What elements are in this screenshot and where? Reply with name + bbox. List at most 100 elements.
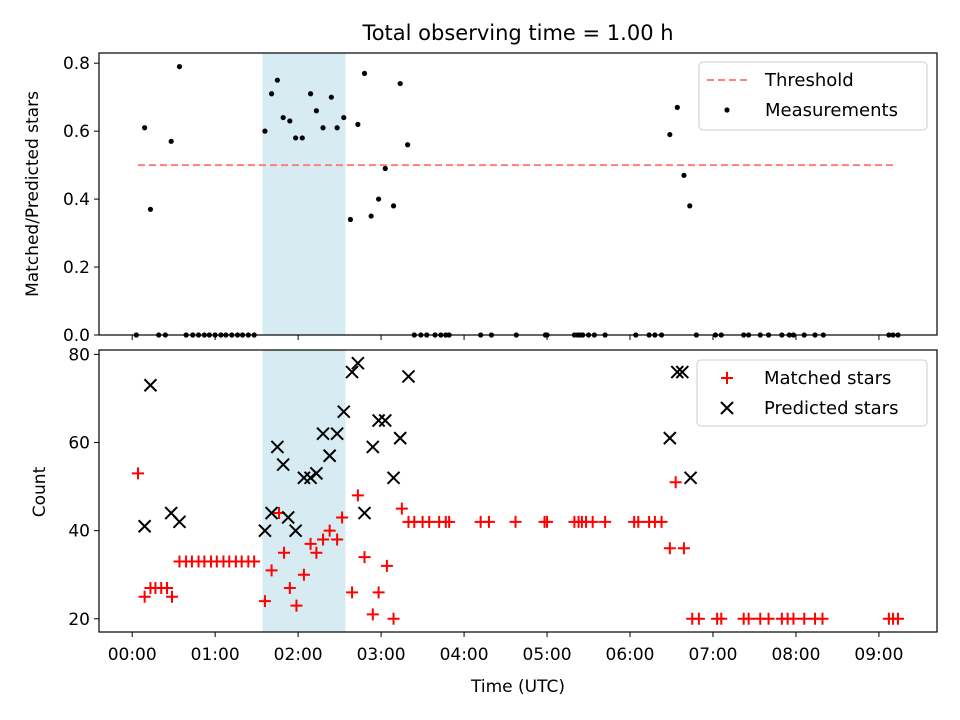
x-tick-label: 07:00 bbox=[688, 645, 737, 665]
matched-star-marker bbox=[138, 590, 151, 603]
ratio-legend: Threshold Measurements bbox=[698, 61, 928, 131]
predicted-star-marker bbox=[172, 515, 187, 529]
matched-star-marker bbox=[283, 581, 296, 594]
predicted-stars-points bbox=[137, 356, 698, 538]
matched-star-marker bbox=[323, 524, 336, 537]
measurement-point bbox=[147, 206, 154, 212]
predicted-star-marker bbox=[401, 369, 416, 384]
time-x-ticks: 00:00 01:00 02:00 03:00 04:00 05:00 06:00 07:00… bbox=[108, 632, 903, 665]
matched-star-marker bbox=[336, 511, 349, 524]
matched-star-marker bbox=[742, 612, 755, 625]
measurement-point bbox=[293, 135, 299, 141]
matched-star-marker bbox=[892, 612, 905, 625]
predicted-star-marker bbox=[276, 457, 290, 472]
measurement-point bbox=[361, 70, 368, 76]
predicted-star-marker bbox=[330, 427, 344, 441]
matched-star-marker bbox=[310, 546, 323, 559]
matched-star-marker bbox=[346, 586, 359, 599]
matched-star-marker bbox=[258, 595, 271, 608]
predicted-star-marker bbox=[143, 378, 158, 392]
legend-matched-label: Matched stars bbox=[764, 368, 891, 389]
predicted-star-marker bbox=[683, 471, 698, 485]
y-tick-label: 40 bbox=[68, 522, 90, 542]
predicted-star-marker bbox=[345, 365, 359, 379]
predicted-star-marker bbox=[366, 440, 380, 454]
matched-star-marker bbox=[655, 515, 668, 528]
highlight-span bbox=[262, 350, 346, 632]
predicted-star-marker bbox=[393, 431, 407, 445]
matched-star-marker bbox=[632, 515, 645, 528]
legend-measurements-label: Measurements bbox=[765, 100, 898, 121]
x-tick-label: 04:00 bbox=[440, 645, 489, 665]
matched-star-marker bbox=[358, 551, 371, 564]
x-tick-label: 06:00 bbox=[606, 645, 655, 665]
legend-threshold-label: Threshold bbox=[764, 70, 854, 91]
matched-star-marker bbox=[692, 612, 705, 625]
predicted-star-marker bbox=[270, 440, 285, 454]
matched-star-marker bbox=[715, 612, 728, 625]
matched-star-marker bbox=[317, 533, 330, 546]
matched-star-marker bbox=[762, 612, 775, 625]
legend-box bbox=[696, 359, 928, 427]
legend-measurements-swatch bbox=[724, 107, 730, 113]
matched-star-marker bbox=[599, 515, 612, 528]
matched-star-marker bbox=[509, 515, 522, 528]
y-tick-label: 0.6 bbox=[63, 122, 90, 142]
measurement-point bbox=[674, 104, 680, 110]
measurement-point bbox=[262, 128, 268, 134]
predicted-star-marker bbox=[309, 466, 324, 481]
measurement-point bbox=[667, 131, 673, 138]
predicted-star-marker bbox=[264, 506, 279, 520]
ratio-panel: 0.0 0.2 0.4 0.6 0.8 Total observing time = 1… bbox=[23, 21, 938, 346]
predicted-star-marker bbox=[337, 404, 351, 419]
matched-star-marker bbox=[278, 546, 291, 559]
ratio-panel-frame bbox=[98, 52, 938, 336]
matched-star-marker bbox=[290, 599, 303, 612]
count-y-axis-label: Count bbox=[30, 466, 50, 517]
x-tick-label: 09:00 bbox=[854, 645, 903, 665]
measurement-point bbox=[334, 125, 340, 131]
predicted-star-marker bbox=[670, 365, 685, 379]
matched-star-marker bbox=[541, 515, 554, 528]
x-tick-label: 08:00 bbox=[771, 645, 820, 665]
count-panel-frame bbox=[98, 349, 938, 633]
measurement-point bbox=[313, 108, 319, 114]
matched-star-marker bbox=[443, 515, 456, 528]
matched-star-marker bbox=[248, 555, 261, 568]
ratio-y-axis-label: Matched/Predicted stars bbox=[23, 91, 43, 297]
measurement-point bbox=[397, 80, 403, 87]
time-x-axis-label: Time (UTC) bbox=[470, 677, 565, 697]
y-tick-label: 0.8 bbox=[63, 54, 90, 74]
predicted-star-marker bbox=[322, 449, 337, 463]
measurement-point bbox=[307, 91, 314, 97]
matched-star-marker bbox=[166, 590, 179, 603]
predicted-star-marker bbox=[258, 523, 272, 538]
predicted-star-marker bbox=[357, 506, 372, 520]
measurement-point bbox=[299, 135, 305, 141]
predicted-star-marker bbox=[378, 413, 392, 428]
matched-star-marker bbox=[395, 502, 408, 515]
matched-star-marker bbox=[677, 542, 690, 555]
matched-star-marker bbox=[331, 533, 344, 546]
matched-star-marker bbox=[380, 559, 393, 572]
ratio-x-ticks bbox=[131, 335, 880, 340]
measurement-point bbox=[355, 121, 361, 127]
predicted-star-marker bbox=[386, 471, 401, 485]
measurement-point bbox=[341, 114, 347, 121]
measurement-point bbox=[368, 213, 374, 219]
matched-star-marker bbox=[387, 612, 400, 625]
matched-star-marker bbox=[297, 568, 310, 581]
measurement-point bbox=[405, 142, 411, 148]
y-tick-label: 0.4 bbox=[63, 190, 90, 210]
measurement-point bbox=[142, 125, 148, 131]
measurement-point bbox=[390, 203, 397, 209]
measurement-point bbox=[376, 196, 382, 202]
matched-star-marker bbox=[161, 581, 174, 594]
legend-predicted-label: Predicted stars bbox=[764, 398, 898, 419]
legend-box bbox=[698, 61, 928, 131]
measurement-point bbox=[687, 203, 693, 209]
predicted-star-marker bbox=[281, 510, 295, 525]
count-y-ticks: 20 40 60 80 bbox=[68, 345, 99, 630]
matched-star-marker bbox=[265, 564, 278, 577]
